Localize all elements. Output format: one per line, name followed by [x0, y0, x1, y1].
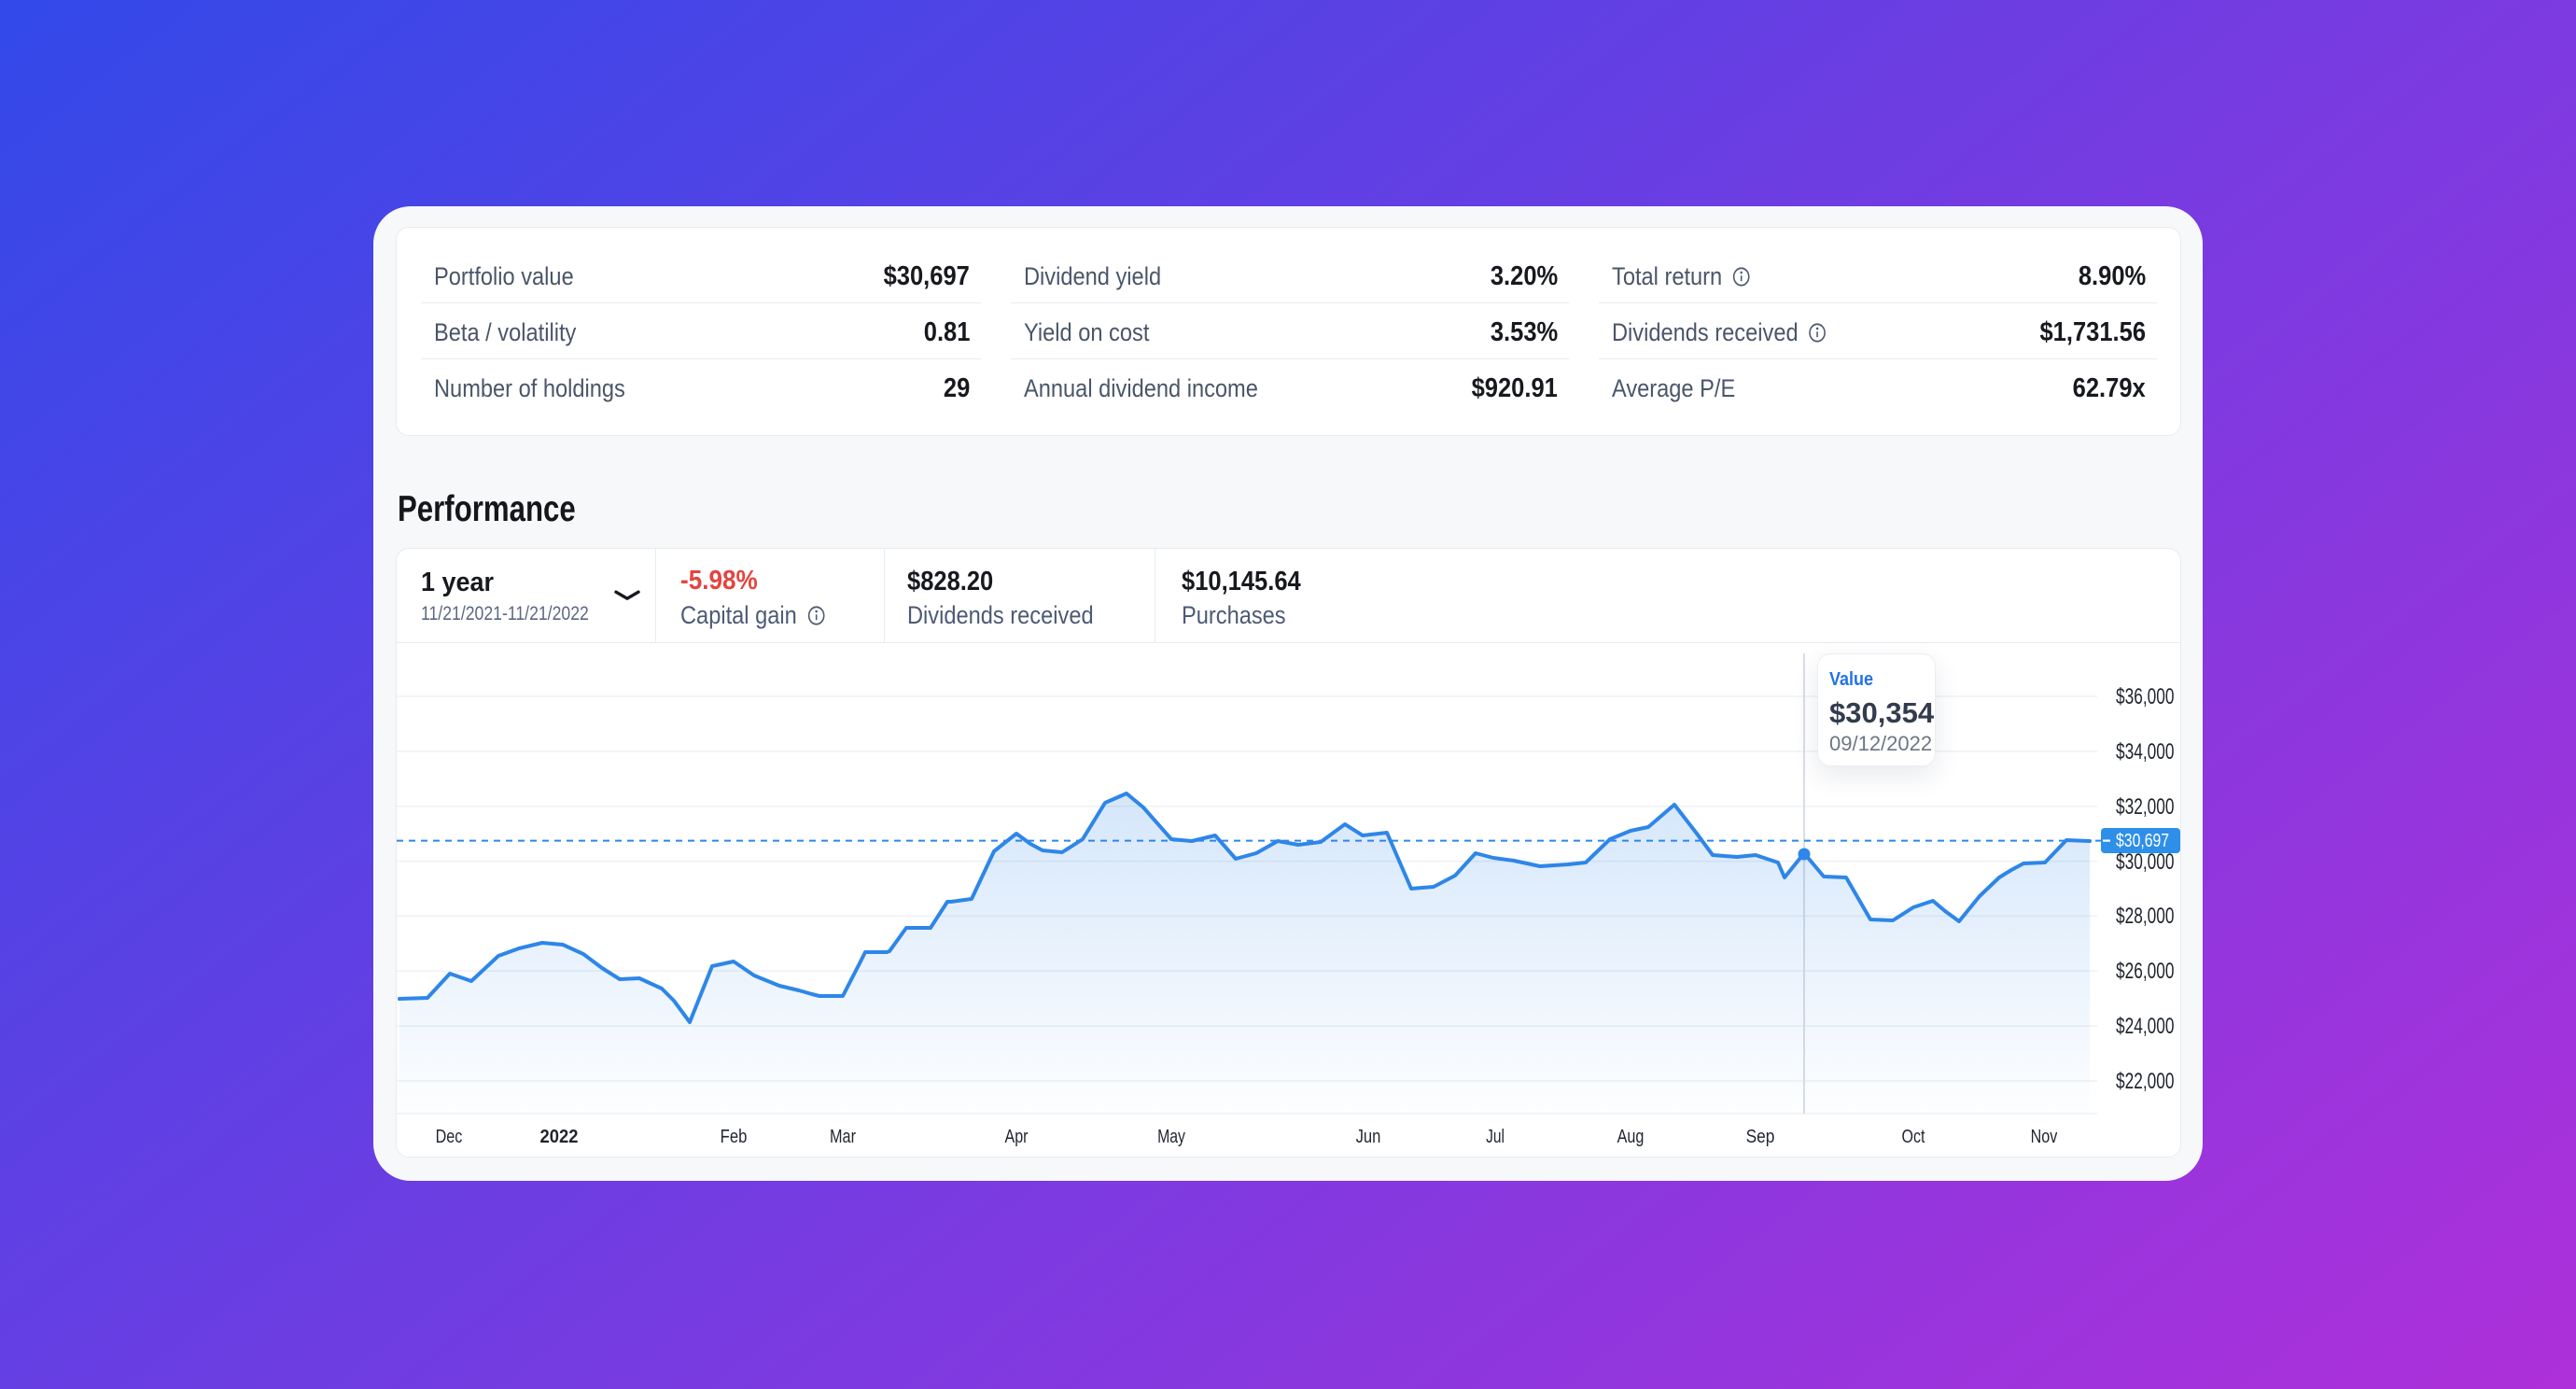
svg-text:$26,000: $26,000 [2116, 959, 2174, 983]
svg-text:$22,000: $22,000 [2116, 1069, 2174, 1093]
svg-text:$28,000: $28,000 [2116, 904, 2174, 928]
svg-text:Apr: Apr [1004, 1126, 1028, 1146]
svg-text:May: May [1157, 1126, 1185, 1146]
svg-text:Oct: Oct [1902, 1126, 1925, 1146]
svg-text:Feb: Feb [721, 1126, 748, 1147]
svg-text:Aug: Aug [1617, 1126, 1645, 1146]
svg-text:$30,697: $30,697 [2116, 830, 2169, 850]
svg-text:$34,000: $34,000 [2116, 739, 2174, 764]
svg-text:Dec: Dec [436, 1126, 463, 1146]
svg-text:Jul: Jul [1486, 1126, 1505, 1146]
svg-text:Jun: Jun [1356, 1126, 1381, 1147]
svg-text:$36,000: $36,000 [2116, 684, 2174, 709]
svg-text:2022: 2022 [540, 1127, 579, 1147]
svg-text:$32,000: $32,000 [2116, 794, 2174, 819]
svg-text:$30,000: $30,000 [2116, 849, 2174, 874]
svg-text:Nov: Nov [2031, 1126, 2059, 1146]
svg-text:$24,000: $24,000 [2116, 1014, 2174, 1038]
svg-text:Sep: Sep [1746, 1126, 1775, 1146]
svg-text:Mar: Mar [830, 1126, 856, 1146]
